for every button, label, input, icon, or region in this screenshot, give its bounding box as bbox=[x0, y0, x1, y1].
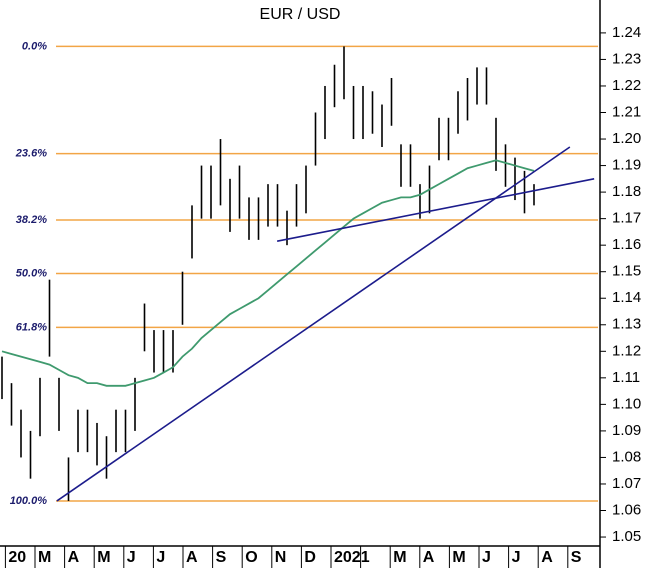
y-tick-label: 1.10 bbox=[612, 395, 641, 412]
y-tick-label: 1.24 bbox=[612, 24, 641, 41]
y-tick-label: 1.07 bbox=[612, 475, 641, 492]
y-tick-label: 1.09 bbox=[612, 422, 641, 439]
fib-label: 100.0% bbox=[10, 495, 48, 507]
fib-label: 0.0% bbox=[22, 40, 47, 52]
x-tick-label: 2021 bbox=[334, 549, 370, 566]
y-tick-label: 1.19 bbox=[612, 157, 641, 174]
x-tick-label: O bbox=[245, 549, 257, 566]
x-tick-label: M bbox=[393, 549, 406, 566]
y-tick-label: 1.17 bbox=[612, 210, 641, 227]
y-tick-label: 1.23 bbox=[612, 50, 641, 67]
x-tick-label: M bbox=[97, 549, 110, 566]
x-tick-label: M bbox=[452, 549, 465, 566]
x-tick-label: A bbox=[541, 549, 553, 566]
x-tick-label: S bbox=[216, 549, 227, 566]
x-tick-label: S bbox=[571, 549, 582, 566]
y-tick-label: 1.21 bbox=[612, 103, 641, 120]
x-tick-label: A bbox=[68, 549, 80, 566]
trendline bbox=[56, 146, 571, 502]
fib-label: 61.8% bbox=[16, 321, 47, 333]
trendline bbox=[276, 178, 595, 242]
y-tick-label: 1.13 bbox=[612, 316, 641, 333]
x-tick-label: A bbox=[423, 549, 435, 566]
x-tick-label: 20 bbox=[8, 549, 26, 566]
x-tick-label: N bbox=[275, 549, 287, 566]
y-tick-label: 1.11 bbox=[612, 369, 640, 386]
y-tick-label: 1.18 bbox=[612, 183, 641, 200]
x-tick-label: J bbox=[482, 549, 491, 566]
y-tick-label: 1.22 bbox=[612, 77, 641, 94]
chart-title: EUR / USD bbox=[260, 6, 341, 23]
x-tick-label: D bbox=[304, 549, 316, 566]
y-tick-label: 1.14 bbox=[612, 289, 641, 306]
x-tick-label: J bbox=[156, 549, 165, 566]
y-tick-label: 1.20 bbox=[612, 130, 641, 147]
moving-average bbox=[1, 159, 535, 387]
y-tick-label: 1.12 bbox=[612, 342, 641, 359]
x-tick-label: J bbox=[127, 549, 136, 566]
x-tick-label: M bbox=[38, 549, 51, 566]
y-tick-label: 1.16 bbox=[612, 236, 641, 253]
y-tick-label: 1.06 bbox=[612, 501, 641, 518]
y-tick-label: 1.05 bbox=[612, 528, 641, 545]
x-tick-label: A bbox=[186, 549, 198, 566]
x-tick-label: J bbox=[512, 549, 521, 566]
y-tick-label: 1.15 bbox=[612, 263, 641, 280]
fib-label: 23.6% bbox=[15, 148, 47, 160]
fib-label: 50.0% bbox=[16, 267, 47, 279]
y-tick-label: 1.08 bbox=[612, 448, 641, 465]
fib-label: 38.2% bbox=[16, 214, 47, 226]
